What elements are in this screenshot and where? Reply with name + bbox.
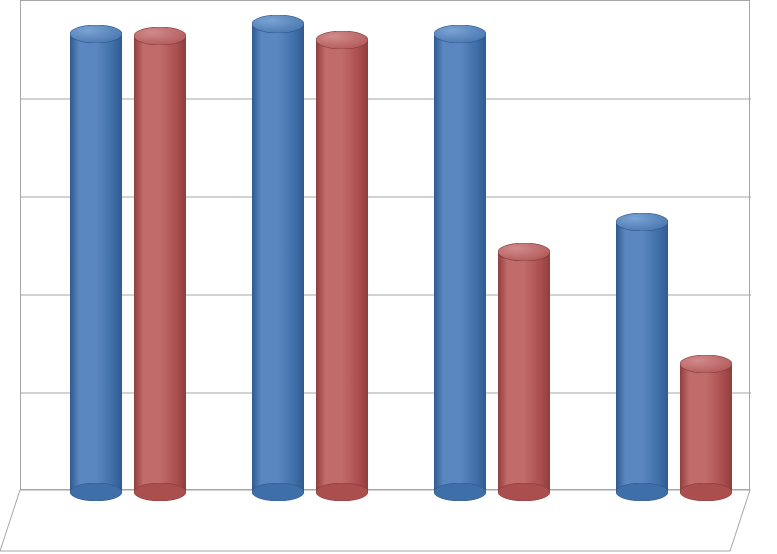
plot-area (20, 0, 750, 554)
chart (0, 0, 777, 554)
series-2-bar (498, 252, 550, 492)
bar-group (434, 2, 550, 492)
series-2-bar (680, 364, 732, 492)
series-2-bar (316, 40, 368, 492)
bar-group (616, 2, 732, 492)
series-1-bar (252, 24, 304, 492)
series-1-bar (70, 34, 122, 492)
series-2-bar (134, 36, 186, 492)
series-1-bar (616, 222, 668, 492)
series-1-bar (434, 34, 486, 492)
bar-group (252, 2, 368, 492)
bar-group (70, 2, 186, 492)
